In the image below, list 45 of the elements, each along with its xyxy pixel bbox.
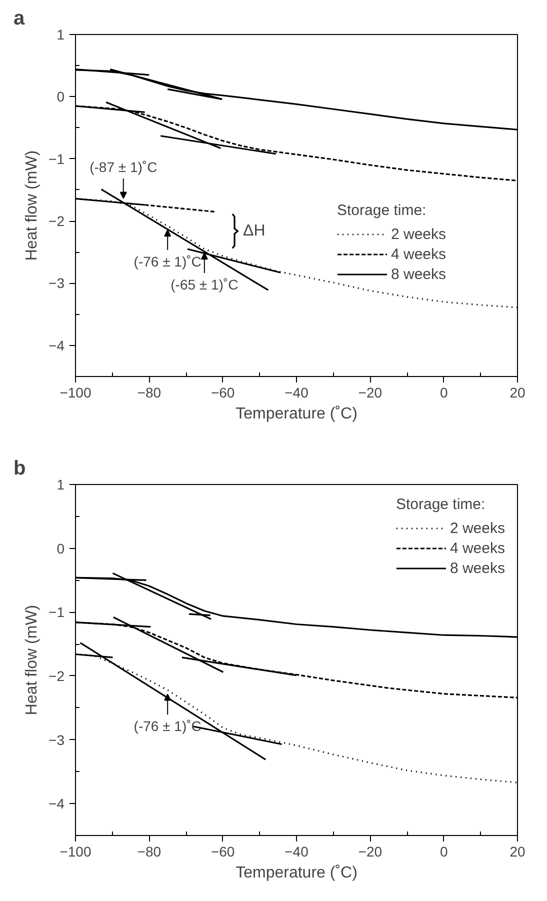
legend-title: Storage time:	[337, 202, 428, 219]
x-tick-label: −20	[358, 844, 382, 860]
y-tick-label: −1	[48, 604, 65, 620]
y-axis-title: Heat flow (mW)	[24, 604, 41, 716]
annotation: (-65 ± 1)˚C	[170, 276, 238, 292]
y-axis-title: Heat flow (mW)	[24, 150, 41, 261]
x-axis-title: Temperature (˚C)	[236, 864, 358, 882]
y-tick-label: −4	[48, 337, 65, 354]
x-tick-label: −100	[60, 844, 92, 860]
x-tick-label: 20	[510, 844, 526, 860]
legend-label: 2 weeks	[450, 520, 505, 536]
x-tick-label: −60	[210, 384, 235, 400]
chart-title: a	[14, 8, 26, 30]
x-tick-label: 20	[510, 384, 526, 400]
y-tick-label: −4	[48, 796, 65, 812]
x-tick-label: −80	[137, 384, 162, 400]
annotation: (-76 ± 1)˚C	[134, 253, 202, 270]
legend-label: 8 weeks	[450, 560, 505, 576]
y-tick-label: 1	[56, 26, 65, 42]
x-axis-title: Temperature (˚C)	[236, 406, 358, 422]
y-tick-label: −3	[48, 275, 65, 292]
legend-label: 8 weeks	[391, 266, 446, 282]
annotation: ΔH	[243, 222, 266, 240]
legend-label: 4 weeks	[391, 246, 446, 262]
x-tick-label: 0	[440, 844, 448, 860]
x-tick-label: −80	[137, 844, 162, 860]
y-tick-label: 0	[56, 540, 65, 556]
x-tick-label: −40	[284, 844, 309, 860]
x-tick-label: −60	[210, 844, 235, 860]
y-tick-label: −2	[48, 668, 65, 684]
x-tick-label: −20	[358, 384, 382, 400]
y-tick-label: −1	[48, 150, 65, 167]
annotation: (-76 ± 1)˚C	[134, 718, 202, 734]
legend-label: 4 weeks	[450, 540, 505, 556]
annotation: (-87 ± 1)˚C	[90, 159, 158, 176]
y-tick-label: 0	[56, 88, 65, 105]
y-tick-label: −3	[48, 732, 65, 748]
chart-title: b	[14, 458, 26, 480]
legend-title: Storage time:	[396, 496, 486, 513]
y-tick-label: 1	[56, 476, 65, 492]
y-tick-label: −2	[48, 213, 65, 230]
x-tick-label: −40	[284, 384, 309, 400]
x-tick-label: 0	[440, 384, 448, 400]
legend-label: 2 weeks	[391, 226, 446, 242]
x-tick-label: −100	[60, 384, 92, 400]
